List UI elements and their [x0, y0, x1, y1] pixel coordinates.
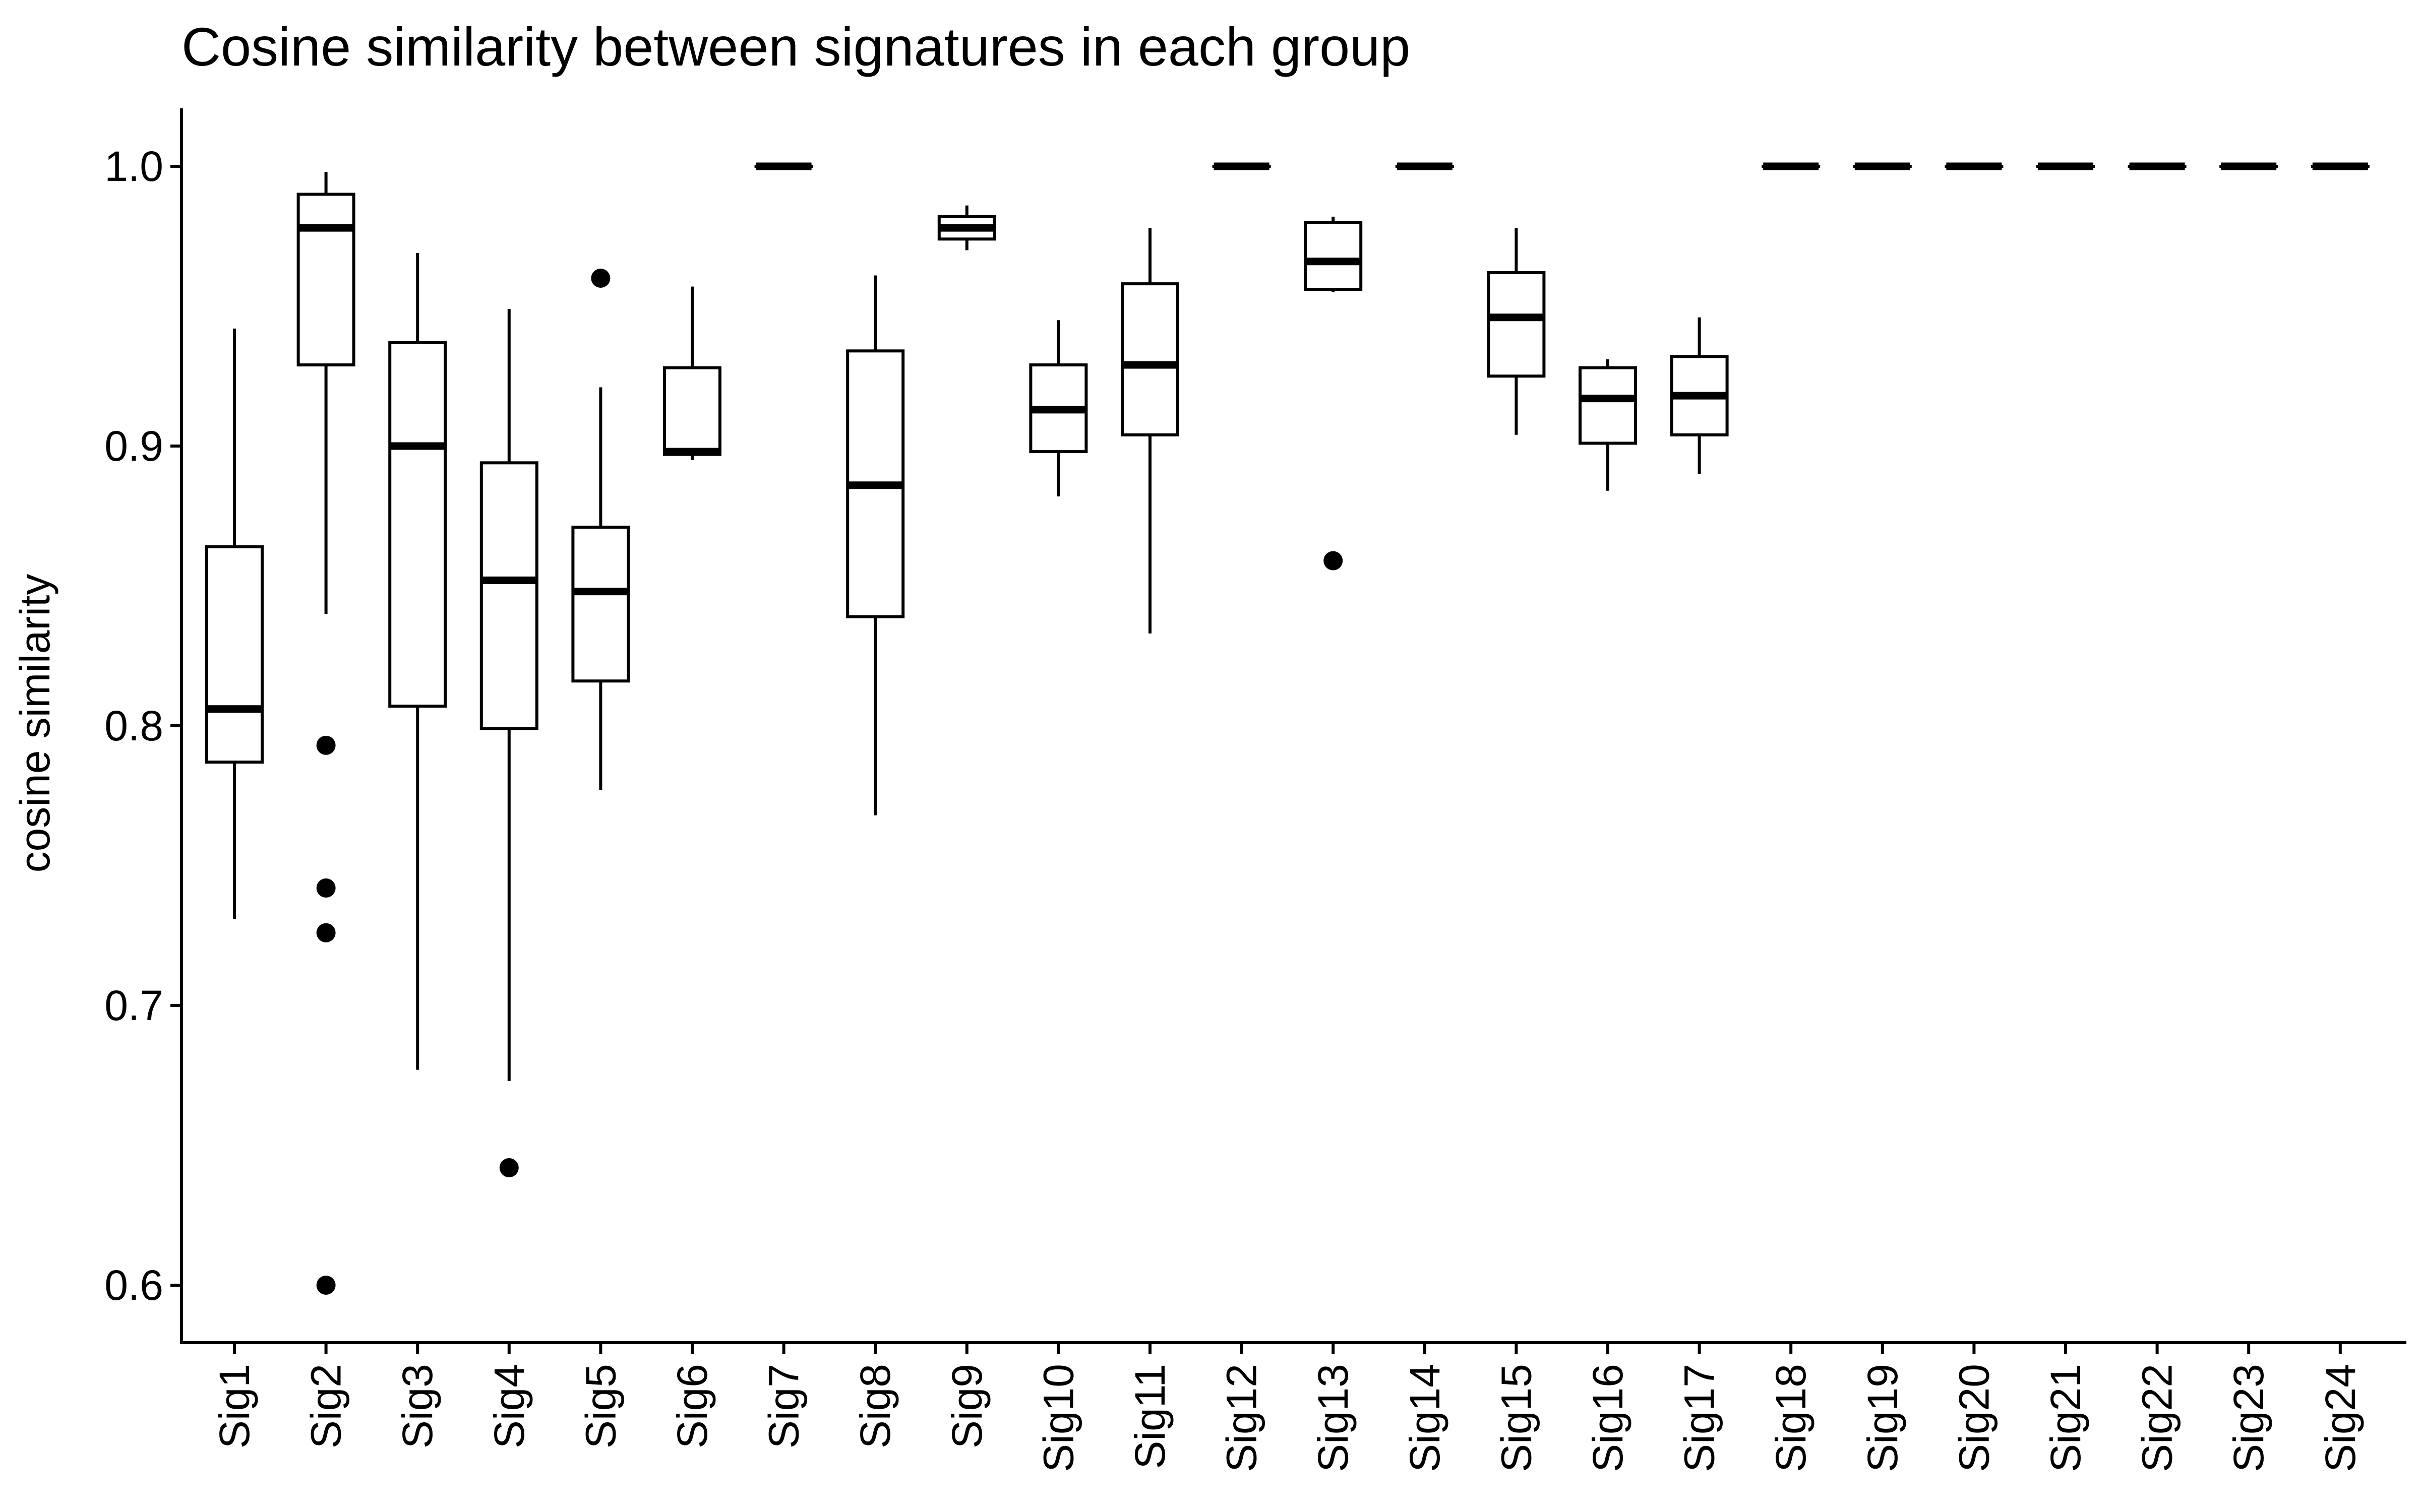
- outlier-point: [1323, 551, 1343, 571]
- box-iqr: [571, 525, 630, 683]
- box-group: [846, 275, 905, 815]
- box-iqr: [479, 461, 538, 730]
- y-axis-label: cosine similarity: [11, 574, 58, 873]
- outlier-point: [316, 1276, 336, 1295]
- box-group: [937, 205, 996, 250]
- box-group: [571, 269, 630, 790]
- x-tick-label: Sig23: [2225, 1364, 2272, 1472]
- chart-title: Cosine similarity between signatures in …: [182, 16, 1410, 77]
- y-tick-label: 0.6: [104, 1262, 163, 1309]
- outlier-point: [316, 735, 336, 755]
- box-iqr: [296, 193, 355, 367]
- x-tick-label: Sig24: [2317, 1364, 2364, 1472]
- x-tick-label: Sig1: [211, 1364, 258, 1448]
- x-tick-label: Sig14: [1401, 1364, 1448, 1472]
- x-tick-label: Sig22: [2134, 1364, 2181, 1472]
- x-tick-label: Sig15: [1492, 1364, 1540, 1472]
- box-iqr: [663, 366, 721, 456]
- box-group: [663, 286, 721, 460]
- x-tick-label: Sig5: [577, 1364, 624, 1448]
- outlier-point: [499, 1158, 519, 1177]
- y-tick-label: 1.0: [104, 143, 163, 190]
- box-group: [1121, 228, 1179, 634]
- y-tick-label: 0.8: [104, 702, 163, 749]
- y-tick-label: 0.9: [104, 422, 163, 470]
- x-tick-label: Sig17: [1676, 1364, 1723, 1472]
- box-group: [1487, 228, 1546, 435]
- x-axis-ticks: Sig1 Sig2 Sig3 Sig4 Sig5 Sig6 Sig7 Sig8 Sig9 Sig1…: [211, 1343, 2364, 1472]
- boxplot-groups: [205, 162, 2370, 1295]
- x-tick-label: Sig11: [1126, 1364, 1174, 1469]
- x-tick-label: Sig13: [1309, 1364, 1357, 1472]
- box-iqr: [1121, 282, 1179, 436]
- box-group: [205, 328, 264, 919]
- x-tick-label: Sig20: [1950, 1364, 1998, 1472]
- x-tick-label: Sig3: [394, 1364, 441, 1448]
- x-tick-label: Sig9: [943, 1364, 991, 1448]
- box-iqr: [388, 341, 447, 708]
- box-iqr: [1304, 221, 1363, 291]
- x-tick-label: Sig16: [1584, 1364, 1631, 1472]
- x-tick-label: Sig18: [1767, 1364, 1814, 1472]
- x-tick-label: Sig6: [669, 1364, 716, 1448]
- x-tick-label: Sig4: [486, 1364, 533, 1448]
- x-tick-label: Sig8: [852, 1364, 899, 1448]
- x-tick-label: Sig12: [1218, 1364, 1265, 1472]
- x-tick-label: Sig21: [2042, 1364, 2089, 1472]
- outlier-point: [316, 878, 336, 898]
- box-iqr: [1487, 271, 1546, 378]
- box-group: [388, 253, 447, 1070]
- y-tick-label: 0.7: [104, 982, 163, 1029]
- x-tick-label: Sig2: [302, 1364, 350, 1448]
- box-group: [479, 309, 538, 1177]
- x-tick-label: Sig7: [760, 1364, 808, 1448]
- box-group: [296, 172, 355, 1295]
- box-group: [1304, 216, 1363, 571]
- box-group: [1579, 359, 1637, 491]
- outlier-point: [591, 269, 611, 288]
- x-tick-label: Sig19: [1859, 1364, 1906, 1472]
- outlier-point: [316, 923, 336, 942]
- y-axis-ticks: 0.6 0.7 0.8 0.9 1.0: [104, 143, 182, 1309]
- box-iqr: [1579, 366, 1637, 445]
- box-group: [1029, 320, 1088, 496]
- box-iqr: [205, 545, 264, 764]
- x-tick-label: Sig10: [1035, 1364, 1082, 1472]
- box-group: [1670, 317, 1729, 474]
